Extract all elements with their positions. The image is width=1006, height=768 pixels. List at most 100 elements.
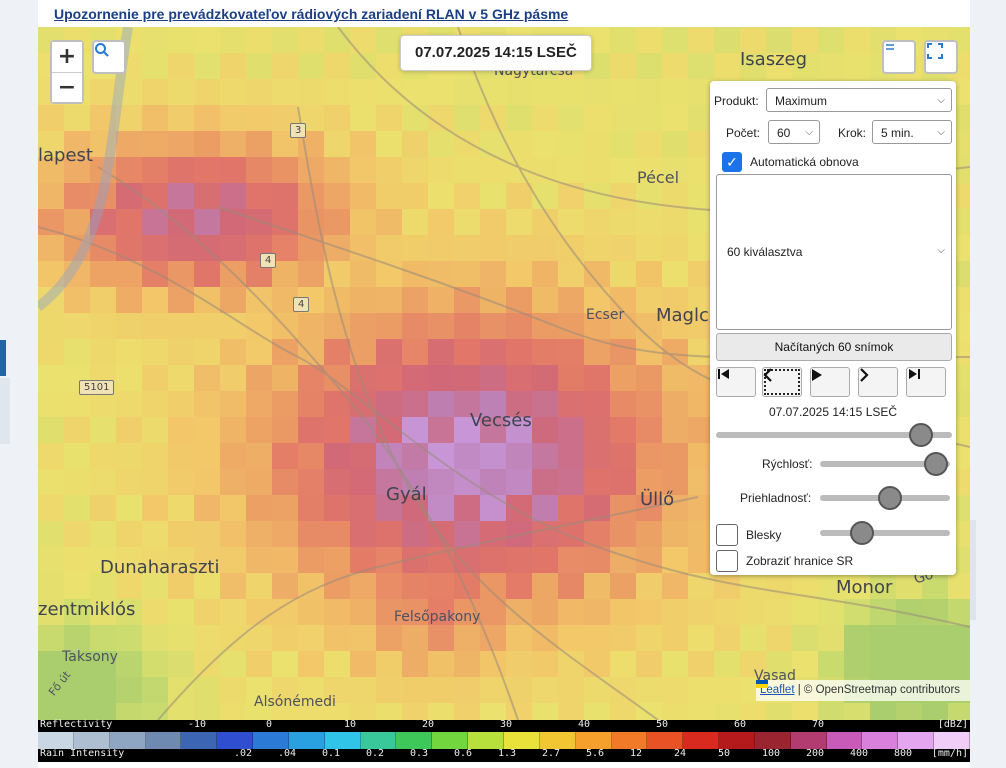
radar-cell [324,443,350,469]
rain-tick: 2.7 [542,748,561,759]
radar-cell [506,261,532,287]
speed-slider-handle[interactable] [924,452,948,476]
play-button[interactable] [810,367,850,397]
radar-cell [636,79,662,105]
radar-cell [662,625,688,651]
radar-cell [662,27,688,53]
first-frame-button[interactable] [716,367,756,397]
color-ramp-step [647,732,684,749]
auto-refresh-checkbox[interactable]: ✓ [722,152,742,172]
radar-cell [558,469,584,495]
radar-cell [272,651,298,677]
road-shield-4b: 4 [293,297,310,312]
radar-cell [298,391,324,417]
leaflet-link[interactable]: Leaflet [760,684,795,696]
lightning-slider-handle[interactable] [850,521,874,545]
radar-cell [324,417,350,443]
radar-cell [298,625,324,651]
radar-cell [584,313,610,339]
reflectivity-tick: 10 [344,719,357,730]
radar-cell [272,495,298,521]
radar-cell [220,183,246,209]
last-frame-button[interactable] [906,367,946,397]
radar-cell [116,677,142,703]
borders-checkbox[interactable] [716,550,738,572]
radar-cell [532,365,558,391]
radar-cell [662,443,688,469]
color-ramp-step [898,732,935,749]
pocet-select[interactable]: 60 ⌵ [768,120,820,144]
radar-cell [584,391,610,417]
rlan-notice-link[interactable]: Upozornenie pre prevádzkovateľov rádiový… [54,6,569,22]
loaded-frames-button[interactable]: Načítaných 60 snímok [716,333,952,361]
radar-cell [90,443,116,469]
zoom-out-button[interactable]: − [52,72,82,102]
radar-cell [194,625,220,651]
radar-cell [376,339,402,365]
fullscreen-button[interactable] [924,40,958,74]
radar-cell [376,625,402,651]
radar-cell [584,703,610,720]
krok-select[interactable]: 5 min. ⌵ [872,120,952,144]
radar-cell [64,703,90,720]
radar-cell [506,183,532,209]
reflectivity-tick: 60 [734,719,747,730]
next-frame-button[interactable] [858,367,898,397]
radar-cell [454,79,480,105]
radar-cell [428,651,454,677]
radar-cell [90,469,116,495]
layers-toggle-button[interactable] [882,40,916,74]
radar-cell [168,573,194,599]
zoom-control: + − [50,40,84,104]
radar-cell [584,599,610,625]
radar-cell [792,27,818,53]
radar-cell [792,651,818,677]
zoom-in-button[interactable]: + [52,42,82,72]
radar-cell [220,27,246,53]
fullscreen-icon [927,43,943,59]
speed-slider[interactable] [820,452,950,476]
previous-frame-button[interactable] [762,367,802,397]
radar-cell [818,53,844,79]
place-alsonemedi: Alsónémedi [254,694,336,710]
radar-cell [324,53,350,79]
radar-cell [870,599,896,625]
rain-tick: 0.3 [410,748,429,759]
opacity-slider-handle[interactable] [878,486,902,510]
radar-cell [870,703,896,720]
radar-cell [506,599,532,625]
radar-cell [766,27,792,53]
search-button[interactable] [92,40,126,74]
radar-cell [532,105,558,131]
radar-cell [168,703,194,720]
radar-cell [64,677,90,703]
radar-cell [350,287,376,313]
lightning-checkbox[interactable] [716,524,738,546]
color-ramp-step [38,732,74,749]
pocet-value: 60 [777,126,791,140]
radar-cell [38,261,64,287]
rain-tick: 800 [894,748,913,759]
produkt-value: Maximum [775,94,828,108]
color-ramp-step [790,732,827,749]
radar-cell [220,599,246,625]
radar-cell [246,573,272,599]
radar-cell [480,183,506,209]
produkt-select[interactable]: Maximum ⌵ [766,88,952,112]
borders-row: Zobraziť hranice SR [716,550,853,572]
opacity-slider[interactable] [820,486,950,510]
time-slider-handle[interactable] [909,423,933,447]
time-slider[interactable] [716,423,952,447]
frame-selection-list[interactable]: 60 kiválasztva ⌵ [716,174,952,330]
lightning-slider[interactable] [820,521,950,545]
radar-cell [636,235,662,261]
radar-cell [454,391,480,417]
radar-cell [246,443,272,469]
radar-cell [558,599,584,625]
radar-cell [116,651,142,677]
radar-map[interactable]: Isaszeg Nagytarcsa lapest Pécel Ecser Ma… [38,27,970,720]
radar-cell [246,677,272,703]
radar-cell [740,703,766,720]
radar-cell [168,183,194,209]
radar-cell [376,469,402,495]
